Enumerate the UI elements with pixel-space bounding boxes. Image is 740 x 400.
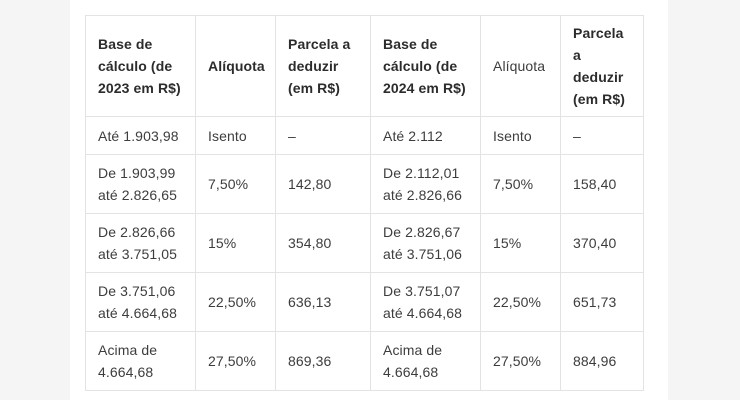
table-cell: – [275,116,371,155]
table-cell: De 2.826,67 até 3.751,06 [370,213,481,273]
table-cell: 15% [195,213,276,273]
table-row: De 1.903,99 até 2.826,65 7,50% 142,80 De… [85,154,644,214]
table-cell: De 1.903,99 até 2.826,65 [85,154,196,214]
table-cell: 22,50% [480,272,561,332]
table-cell: 158,40 [560,154,644,214]
table-row: De 3.751,06 até 4.664,68 22,50% 636,13 D… [85,272,644,332]
table-row: Acima de 4.664,68 27,50% 869,36 Acima de… [85,331,644,391]
table-cell: 651,73 [560,272,644,332]
table-cell: 636,13 [275,272,371,332]
table-cell: 15% [480,213,561,273]
table-cell: 354,80 [275,213,371,273]
table-cell: De 2.826,66 até 3.751,05 [85,213,196,273]
table-cell: – [560,116,644,155]
table-cell: Isento [480,116,561,155]
table-cell: 27,50% [480,331,561,391]
table-cell: Até 2.112 [370,116,481,155]
table-cell: 142,80 [275,154,371,214]
table-cell: De 3.751,07 até 4.664,68 [370,272,481,332]
table-cell: 370,40 [560,213,644,273]
header-base-calculo-2023: Base de cálculo (de 2023 em R$) [85,15,196,117]
table-header-row: Base de cálculo (de 2023 em R$) Alíquota… [85,15,644,117]
table-cell: Até 1.903,98 [85,116,196,155]
table-cell: 884,96 [560,331,644,391]
table-cell: De 3.751,06 até 4.664,68 [85,272,196,332]
table-cell: 7,50% [480,154,561,214]
header-aliquota-2024: Alíquota [480,15,561,117]
table-cell: Acima de 4.664,68 [85,331,196,391]
table-row: De 2.826,66 até 3.751,05 15% 354,80 De 2… [85,213,644,273]
table-cell: 7,50% [195,154,276,214]
tax-brackets-table: Base de cálculo (de 2023 em R$) Alíquota… [85,15,644,391]
header-aliquota-2023: Alíquota [195,15,276,117]
content-surface: Base de cálculo (de 2023 em R$) Alíquota… [70,0,668,400]
table-cell: 869,36 [275,331,371,391]
table-cell: 22,50% [195,272,276,332]
table-row: Até 1.903,98 Isento – Até 2.112 Isento – [85,116,644,155]
table-cell: Isento [195,116,276,155]
table-cell: Acima de 4.664,68 [370,331,481,391]
header-base-calculo-2024: Base de cálculo (de 2024 em R$) [370,15,481,117]
header-parcela-deduzir-2024: Parcela a deduzir (em R$) [560,15,644,117]
table-cell: 27,50% [195,331,276,391]
header-parcela-deduzir-2023: Parcela a deduzir (em R$) [275,15,371,117]
table-cell: De 2.112,01 até 2.826,66 [370,154,481,214]
